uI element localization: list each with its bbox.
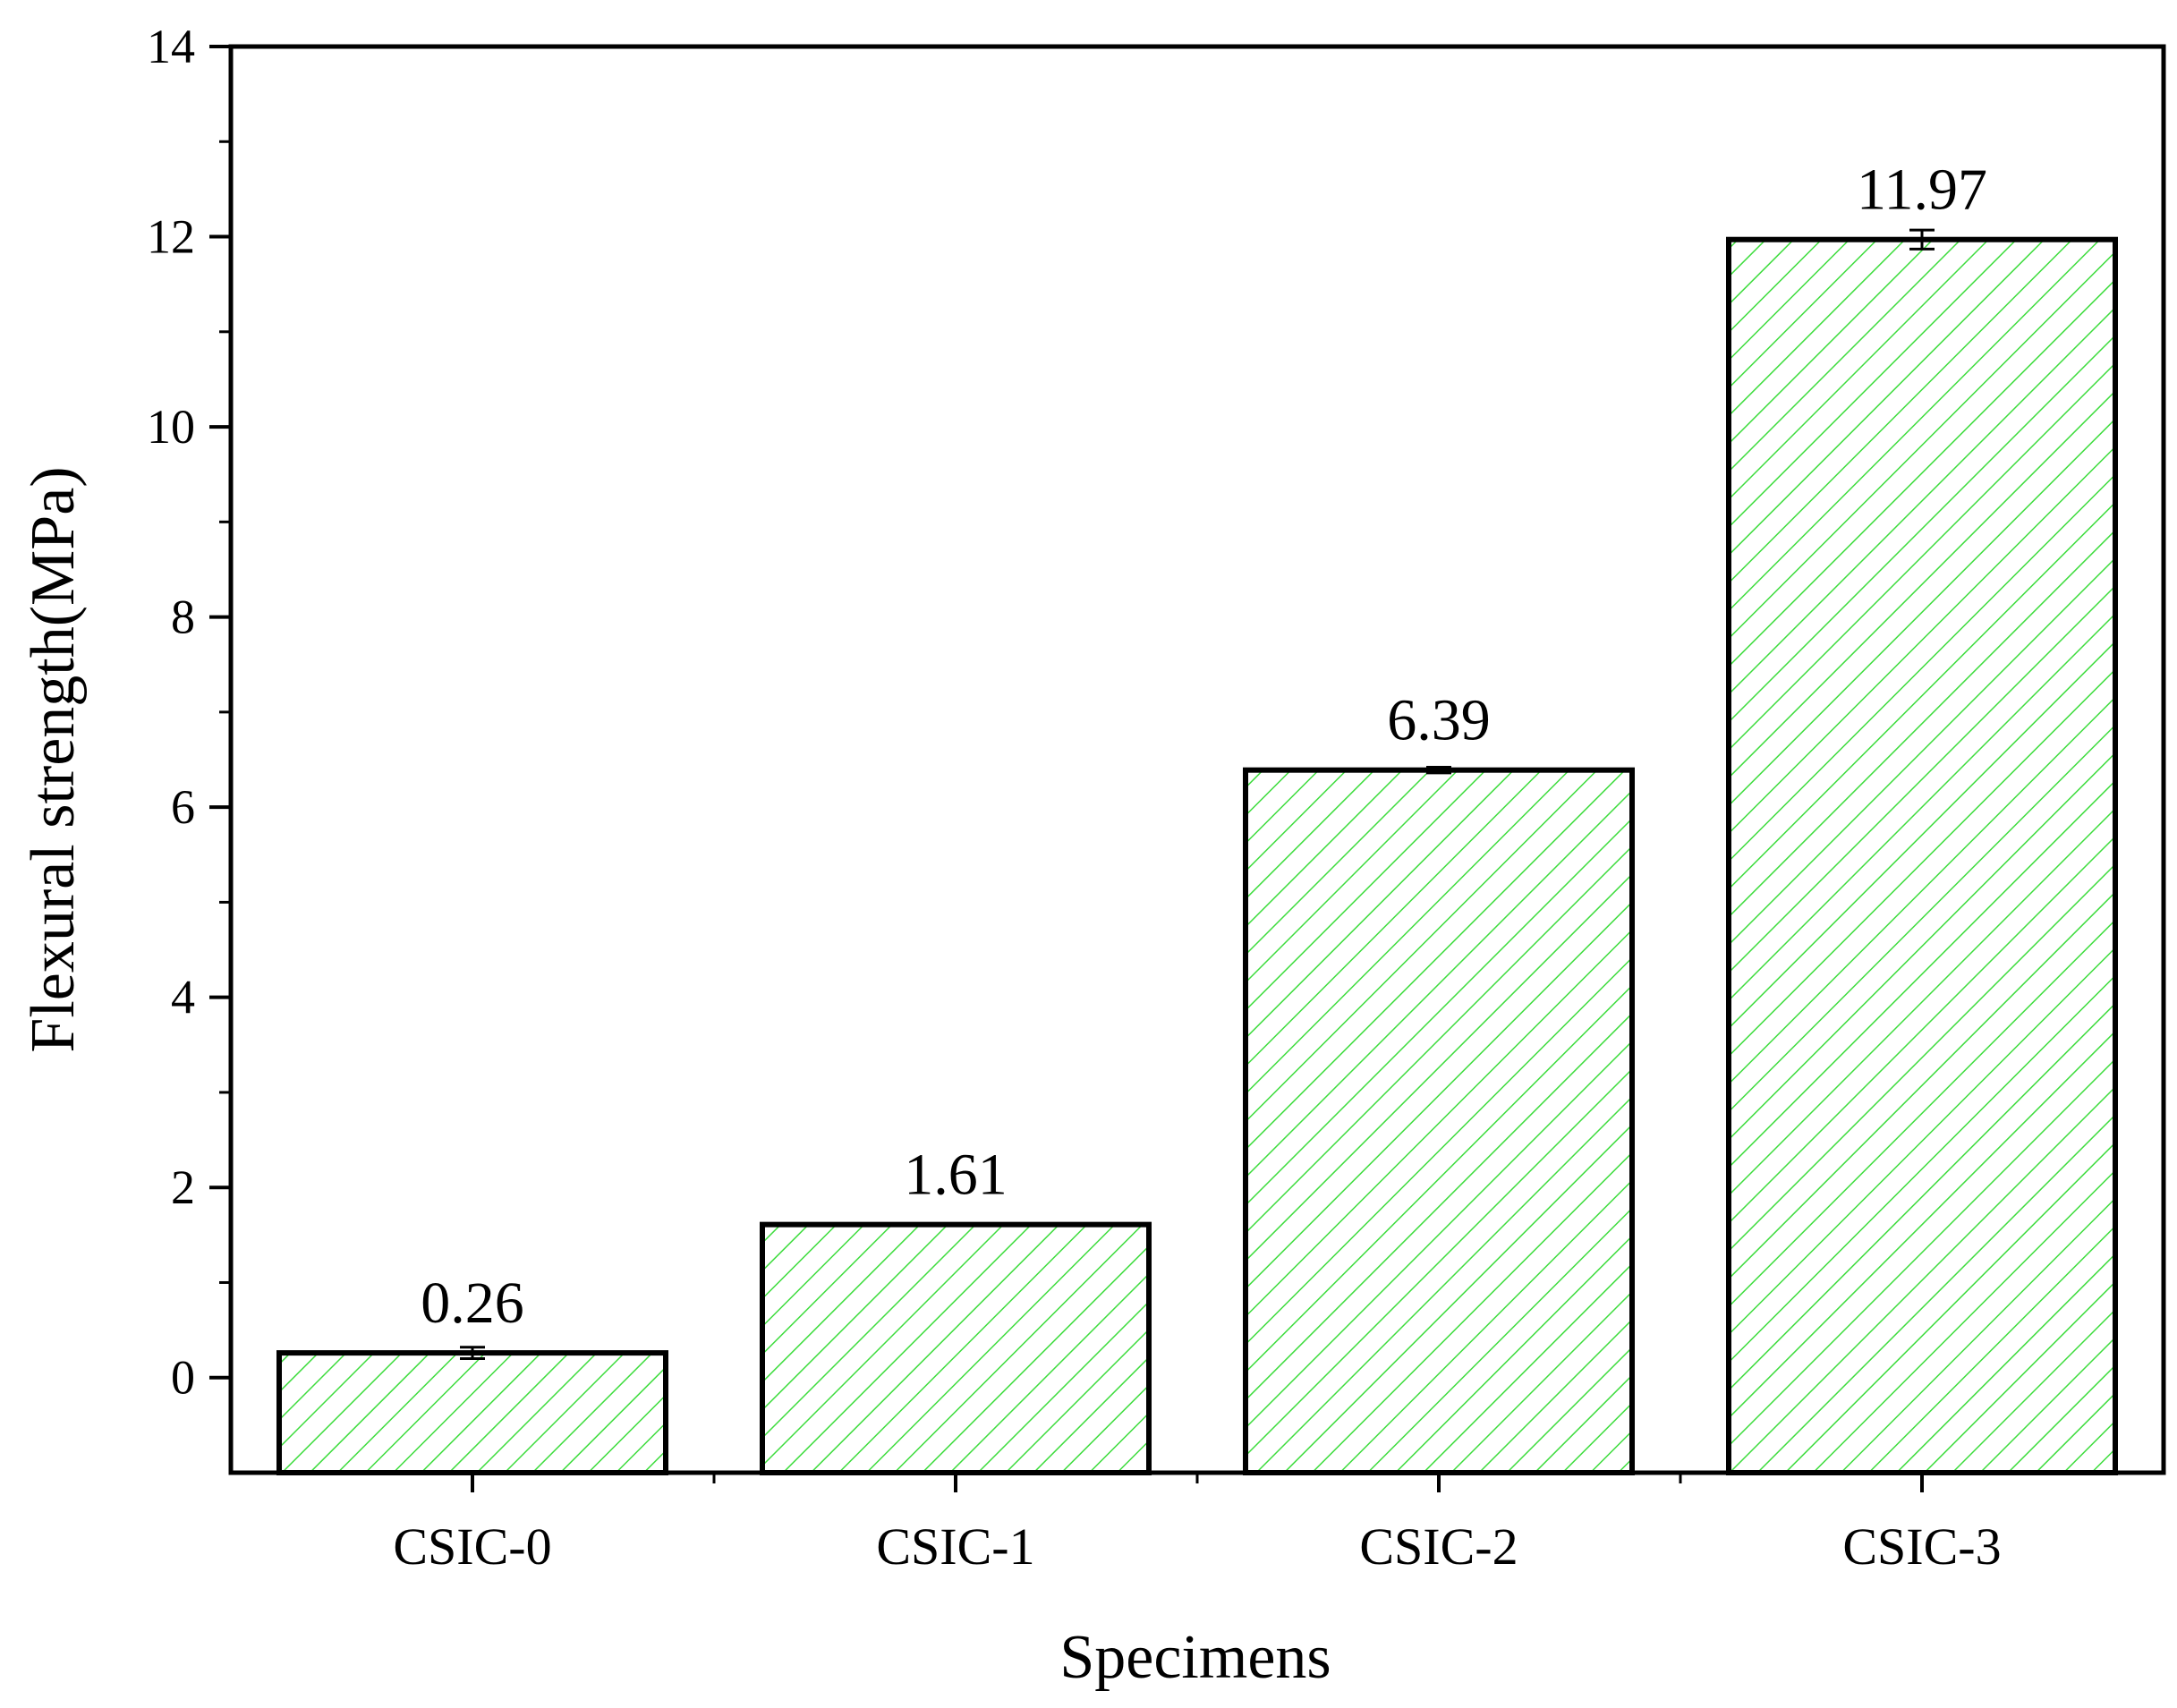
x-axis-title: Specimens <box>1059 1623 1331 1692</box>
bars-layer <box>276 228 2118 1476</box>
bar-csic-2 <box>1243 767 1635 1475</box>
error-bar-csic-3 <box>1909 228 1935 251</box>
y-tick-label-4: 4 <box>171 971 195 1024</box>
x-tick-label-csic-1: CSIC-1 <box>876 1517 1034 1576</box>
bar-csic-0 <box>276 1350 668 1475</box>
error-bar-csic-0 <box>460 1346 485 1360</box>
y-tick-label-10: 10 <box>147 400 195 454</box>
ticks-layer <box>209 45 1924 1492</box>
x-tick-label-csic-0: CSIC-0 <box>393 1517 551 1576</box>
labels-layer: 0.26 CSIC-0 1.61 CSIC-1 6.39 CSIC-2 11.97 CSIC-… <box>147 20 2002 1576</box>
data-label-csic-2: 6.39 <box>1387 688 1491 753</box>
data-label-csic-3: 11.97 <box>1857 157 1987 223</box>
bar-csic-3 <box>1726 236 2118 1476</box>
error-bar-csic-2 <box>1426 766 1451 775</box>
data-label-csic-1: 1.61 <box>904 1143 1008 1208</box>
y-tick-label-12: 12 <box>147 210 195 264</box>
y-tick-label-14: 14 <box>147 20 195 73</box>
bar-csic-1 <box>760 1221 1152 1476</box>
y-tick-label-2: 2 <box>171 1160 195 1214</box>
x-tick-label-csic-3: CSIC-3 <box>1842 1517 2001 1576</box>
y-tick-label-8: 8 <box>171 591 195 644</box>
x-tick-label-csic-2: CSIC-2 <box>1359 1517 1518 1576</box>
data-label-csic-0: 0.26 <box>421 1270 524 1336</box>
y-tick-label-6: 6 <box>171 780 195 834</box>
y-axis-title: Flexural strength(MPa) <box>19 466 88 1052</box>
y-tick-label-0: 0 <box>171 1351 195 1405</box>
